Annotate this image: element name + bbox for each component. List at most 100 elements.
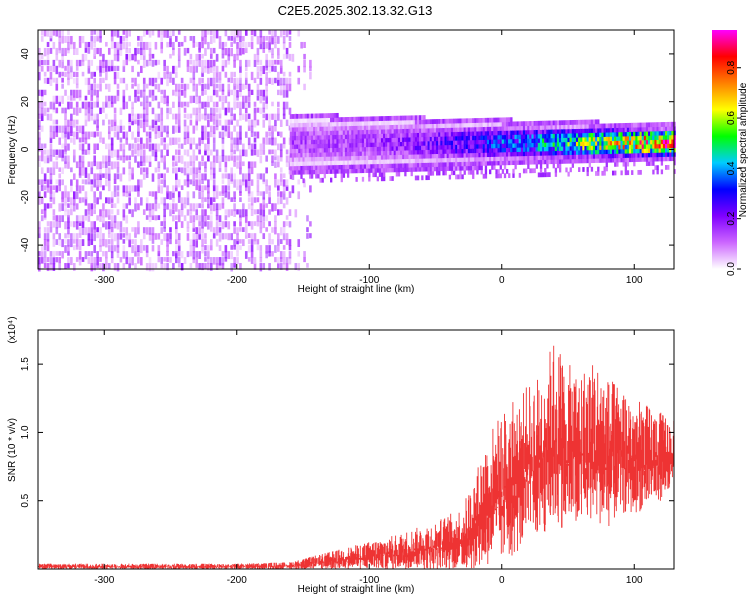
- heatmap-cell: [119, 173, 123, 182]
- heatmap-cell: [230, 197, 233, 202]
- heatmap-cell: [72, 41, 76, 49]
- heatmap-cell: [122, 167, 126, 175]
- heatmap-cell: [565, 141, 568, 147]
- heatmap-cell: [75, 107, 79, 116]
- heatmap-cell: [323, 130, 326, 136]
- x-tick-label: -300: [94, 275, 114, 286]
- heatmap-cell: [590, 158, 594, 164]
- heatmap-cell: [119, 257, 123, 263]
- heatmap-cell: [218, 131, 222, 139]
- heatmap-cell: [172, 65, 175, 74]
- heatmap-cell: [157, 131, 161, 139]
- heatmap-cell: [648, 139, 651, 145]
- heatmap-cell: [310, 156, 314, 162]
- heatmap-cell: [250, 167, 254, 175]
- heatmap-cell: [544, 150, 547, 156]
- heatmap-cell: [277, 257, 280, 265]
- heatmap-cell: [175, 185, 178, 192]
- heatmap-cell: [628, 127, 632, 132]
- heatmap-cell: [55, 131, 59, 138]
- heatmap-cell: [107, 179, 111, 187]
- heatmap-cell: [99, 245, 102, 252]
- heatmap-cell: [571, 141, 575, 147]
- heatmap-cell: [355, 168, 358, 174]
- heatmap-cell: [628, 148, 632, 154]
- heatmap-cell: [383, 129, 386, 134]
- heatmap-cell: [622, 127, 625, 133]
- heatmap-cell: [192, 59, 196, 67]
- heatmap-cell: [580, 154, 583, 160]
- heatmap-cell: [253, 149, 257, 156]
- heatmap-cell: [643, 131, 647, 136]
- heatmap-cell: [102, 161, 105, 169]
- heatmap-cell: [561, 154, 564, 160]
- heatmap-cell: [128, 197, 131, 206]
- heatmap-cell: [105, 95, 108, 104]
- heatmap-cell: [486, 156, 490, 162]
- heatmap-cell: [399, 163, 403, 168]
- heatmap-cell: [224, 251, 228, 259]
- heatmap-cell: [230, 30, 233, 36]
- heatmap-cell: [359, 138, 363, 143]
- heatmap-cell: [408, 128, 411, 134]
- heatmap-cell: [448, 148, 452, 154]
- heatmap-cell: [102, 53, 105, 62]
- heatmap-cell: [446, 157, 449, 163]
- heatmap-cell: [444, 144, 447, 150]
- heatmap-cell: [122, 131, 126, 139]
- heatmap-cell: [93, 173, 96, 180]
- heatmap-cell: [645, 148, 649, 154]
- heatmap-cell: [334, 173, 337, 179]
- y-tick-label: 0.5: [20, 493, 31, 507]
- heatmap-cell: [277, 107, 280, 116]
- heatmap-cell: [122, 77, 126, 84]
- heatmap-cell: [99, 257, 102, 262]
- heatmap-cell: [385, 133, 388, 139]
- heatmap-cell: [81, 257, 85, 262]
- heatmap-cell: [163, 65, 166, 72]
- heatmap-cell: [518, 147, 522, 152]
- heatmap-cell: [236, 131, 239, 138]
- heatmap-cell: [99, 161, 102, 170]
- heatmap-cell: [289, 170, 293, 175]
- heatmap-cell: [289, 135, 293, 141]
- heatmap-cell: [180, 263, 184, 271]
- heatmap-cell: [664, 139, 668, 145]
- heatmap-cell: [207, 203, 210, 209]
- heatmap-cell: [204, 239, 207, 245]
- heatmap-cell: [603, 140, 606, 146]
- heatmap-cell: [46, 65, 50, 72]
- heatmap-cell: [380, 172, 384, 177]
- heatmap-cell: [277, 239, 280, 246]
- heatmap-cell: [385, 154, 388, 160]
- heatmap-cell: [233, 125, 236, 132]
- heatmap-cell: [525, 159, 528, 165]
- heatmap-cell: [212, 167, 216, 175]
- heatmap-cell: [304, 130, 307, 136]
- heatmap-cell: [279, 209, 283, 216]
- heatmap-cell: [302, 143, 305, 149]
- heatmap-cell: [586, 145, 589, 151]
- heatmap-cell: [215, 221, 219, 228]
- heatmap-cell: [93, 119, 96, 125]
- heatmap-cell: [648, 126, 651, 132]
- heatmap-cell: [166, 191, 169, 200]
- heatmap-cell: [406, 149, 409, 155]
- heatmap-cell: [221, 203, 225, 209]
- heatmap-cell: [43, 209, 47, 218]
- heatmap-cell: [463, 157, 466, 162]
- heatmap-cell: [151, 119, 155, 128]
- heatmap-cell: [236, 239, 239, 245]
- heatmap-cell: [442, 131, 445, 137]
- heatmap-cell: [67, 197, 70, 203]
- heatmap-cell: [43, 89, 47, 96]
- heatmap-cell: [510, 160, 513, 166]
- heatmap-cell: [142, 233, 146, 240]
- heatmap-cell: [580, 158, 583, 164]
- heatmap-cell: [49, 155, 53, 162]
- heatmap-cell: [366, 163, 369, 169]
- heatmap-cell: [660, 143, 664, 149]
- heatmap-cell: [609, 157, 613, 163]
- heatmap-cell: [145, 245, 149, 253]
- heatmap-cell: [265, 215, 268, 222]
